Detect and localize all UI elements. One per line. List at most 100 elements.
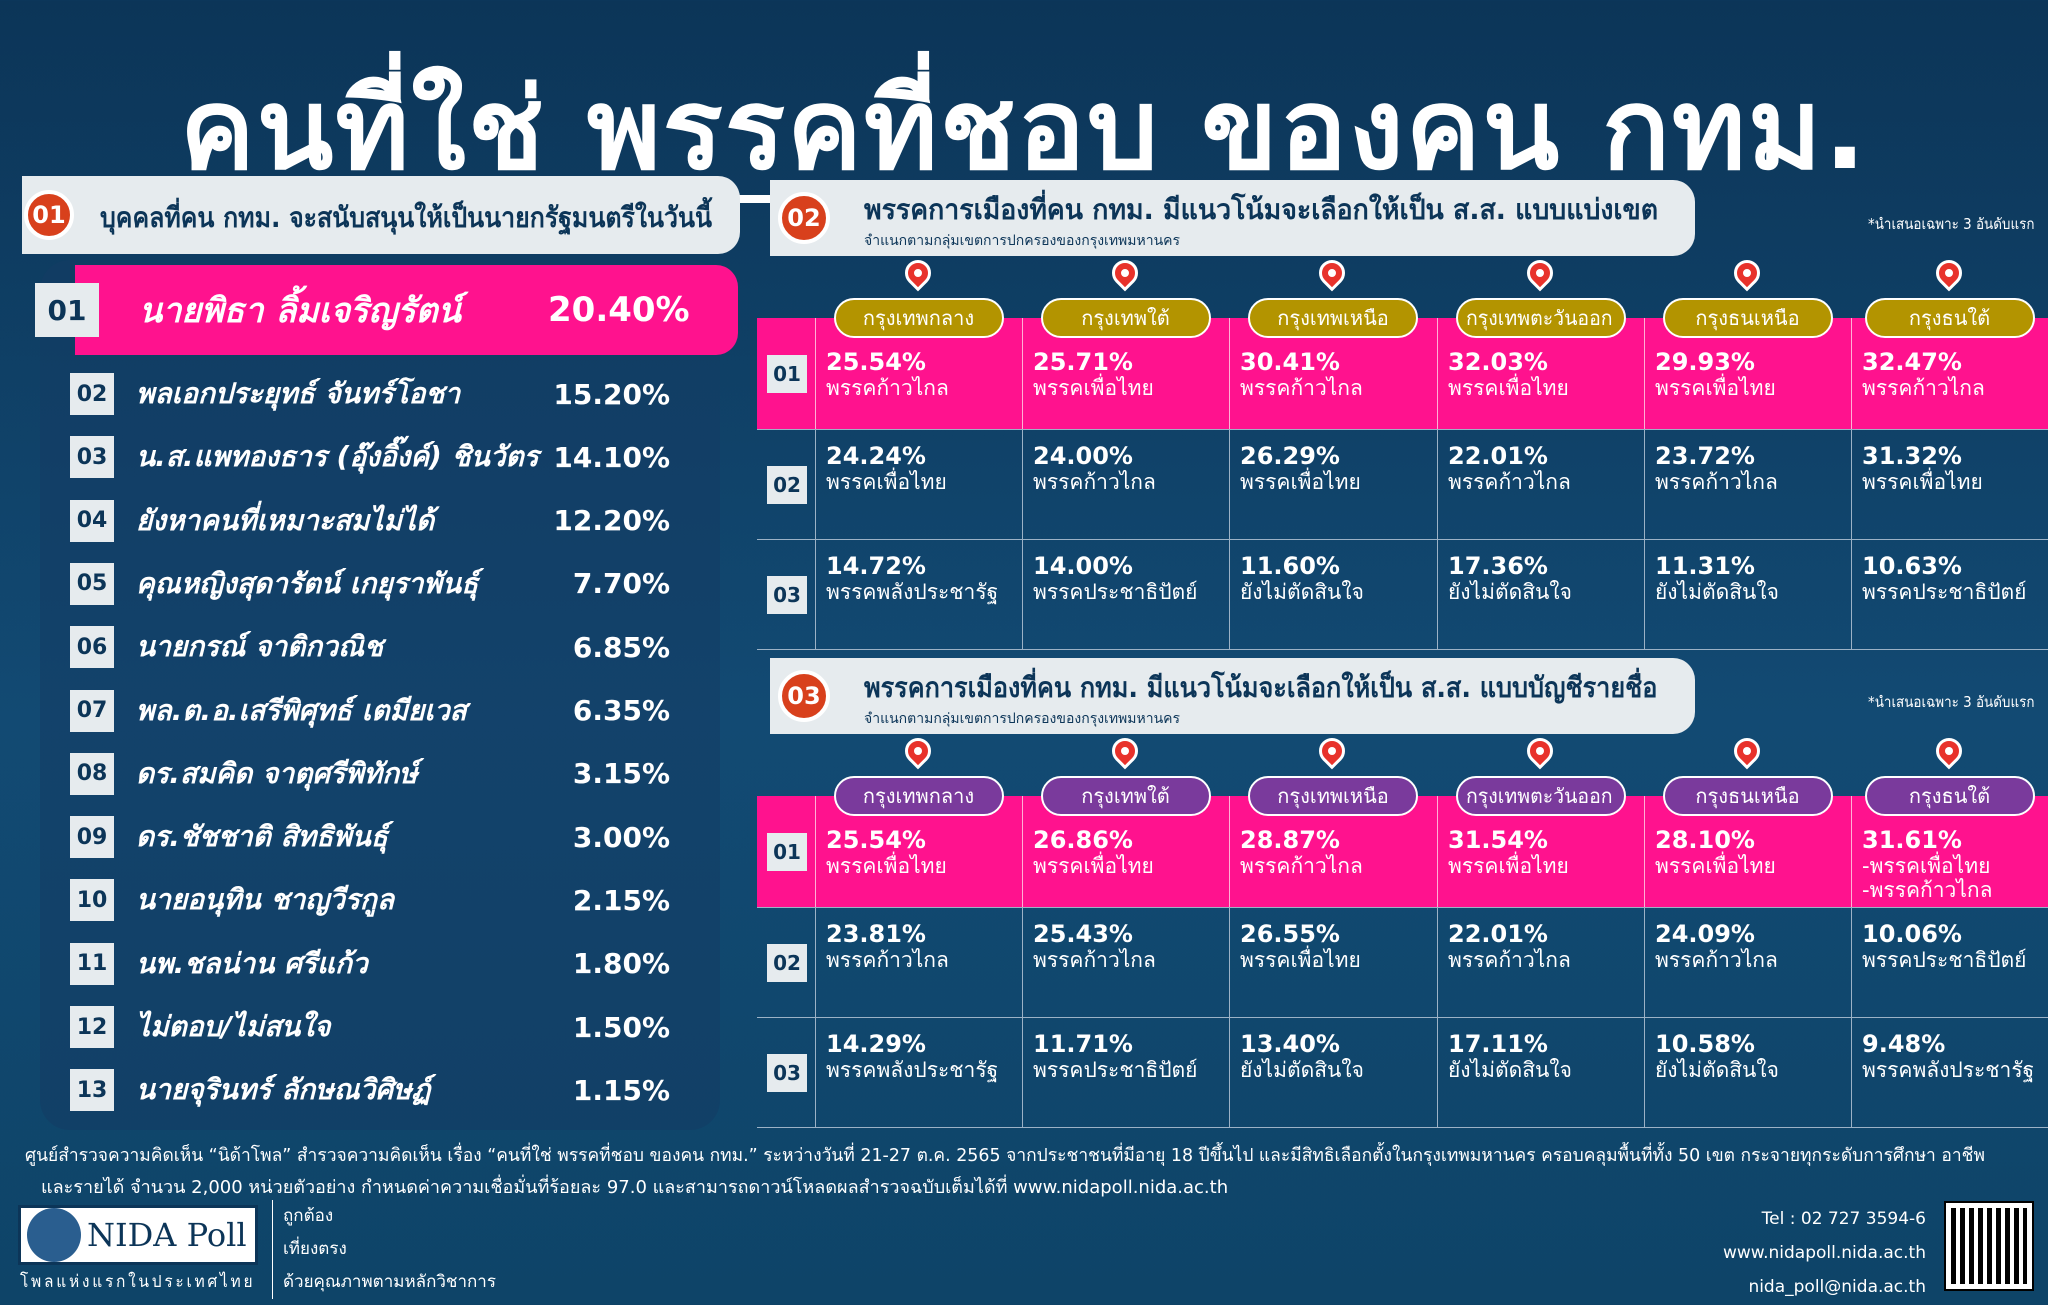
- location-pin-icon: [1930, 254, 1967, 292]
- candidate-pct: 1.15%: [572, 1073, 670, 1107]
- cell-party: พรรคเพื่อไทย: [1655, 376, 1776, 400]
- section3-badge: 03: [778, 670, 830, 722]
- pm-rank-row: 11 นพ.ชลน่าน ศรีแก้ว 1.80%: [70, 937, 670, 991]
- table-cell: 31.61% -พรรคเพื่อไทย -พรรคก้าวไกล: [1851, 796, 2048, 907]
- district-label-text: กรุงเทพตะวันออก: [1465, 784, 1613, 808]
- row-rank: 01: [767, 355, 807, 393]
- section1-header: 01 บุคคลที่คน กทม. จะสนับสนุนให้เป็นนายก…: [22, 176, 740, 254]
- table-cell: 32.47% พรรคก้าวไกล: [1851, 318, 2048, 429]
- cell-party: ยังไม่ตัดสินใจ: [1240, 1058, 1364, 1082]
- district-label-text: กรุงเทพใต้: [1081, 306, 1170, 330]
- table-cell: 10.06% พรรคประชาธิปัตย์: [1851, 908, 2048, 1017]
- table-row: 03 14.72% พรรคพลังประชารัฐ 14.00% พรรคปร…: [757, 540, 2048, 650]
- section1-badge: 01: [24, 190, 74, 240]
- cell-percent: 22.01%: [1448, 920, 1548, 948]
- cell-percent: 17.36%: [1448, 552, 1548, 580]
- location-pin-icon: [899, 254, 936, 292]
- district-label: กรุงเทพใต้: [1040, 776, 1211, 816]
- cell-percent: 10.06%: [1862, 920, 1962, 948]
- cell-percent: 10.63%: [1862, 552, 1962, 580]
- candidate-pct: 20.40%: [548, 290, 690, 330]
- row-rank: 03: [767, 576, 807, 614]
- slogans: ถูกต้อง เที่ยงตรง ด้วยคุณภาพตามหลักวิชาก…: [272, 1200, 496, 1299]
- cell-party: ยังไม่ตัดสินใจ: [1448, 580, 1572, 604]
- cell-percent: 26.86%: [1033, 826, 1133, 854]
- cell-party: พรรคเพื่อไทย: [826, 470, 947, 494]
- candidate-name: ดร.สมคิด จาตุศรีพิทักษ์: [136, 756, 418, 790]
- cell-percent: 24.09%: [1655, 920, 1755, 948]
- row-rank: 02: [767, 944, 807, 982]
- section3-header: 03 พรรคการเมืองที่คน กทม. มีแนวโน้มจะเลื…: [770, 658, 1695, 734]
- table-cell: 25.43% พรรคก้าวไกล: [1022, 908, 1229, 1017]
- table-cell: 13.40% ยังไม่ตัดสินใจ: [1229, 1018, 1437, 1127]
- candidate-name: ดร.ชัชชาติ สิทธิพันธุ์: [136, 820, 388, 854]
- cell-party: พรรคก้าวไกล: [1033, 948, 1156, 972]
- cell-percent: 25.71%: [1033, 348, 1133, 376]
- location-pin-icon: [1728, 254, 1765, 292]
- location-pin-icon: [899, 732, 936, 770]
- candidate-pct: 15.20%: [553, 377, 670, 411]
- email-link[interactable]: nida_poll@nida.ac.th: [1748, 1277, 1926, 1297]
- district-label: กรุงเทพกลาง: [833, 298, 1004, 338]
- cell-percent: 11.31%: [1655, 552, 1755, 580]
- cell-percent: 31.32%: [1862, 442, 1962, 470]
- table-cell: 11.60% ยังไม่ตัดสินใจ: [1229, 540, 1437, 649]
- cell-percent: 26.29%: [1240, 442, 1340, 470]
- candidate-pct: 12.20%: [553, 504, 670, 538]
- cell-percent: 32.03%: [1448, 348, 1548, 376]
- table-cell: 28.10% พรรคเพื่อไทย: [1644, 796, 1851, 907]
- rank-number: 13: [70, 1069, 114, 1112]
- website-link[interactable]: www.nidapoll.nida.ac.th: [1722, 1243, 1926, 1263]
- section2-badge: 02: [778, 192, 830, 244]
- cell-percent: 28.10%: [1655, 826, 1755, 854]
- candidate-pct: 3.00%: [572, 820, 670, 854]
- district-label: กรุงธนเหนือ: [1662, 776, 1833, 816]
- district-label: กรุงเทพเหนือ: [1248, 776, 1418, 816]
- table-cell: 29.93% พรรคเพื่อไทย: [1644, 318, 1851, 429]
- table-cell: 23.81% พรรคก้าวไกล: [815, 908, 1022, 1017]
- table-row: 02 24.24% พรรคเพื่อไทย 24.00% พรรคก้าวไก…: [757, 430, 2048, 540]
- cell-party: พรรคเพื่อไทย: [1033, 854, 1154, 878]
- table-cell: 22.01% พรรคก้าวไกล: [1437, 908, 1644, 1017]
- table-cell: 31.32% พรรคเพื่อไทย: [1851, 430, 2048, 539]
- cell-percent: 31.61%: [1862, 826, 1962, 854]
- pm-rank-row: 07 พล.ต.อ.เสรีพิศุทธ์ เตมียเวส 6.35%: [70, 684, 670, 738]
- location-pin-icon: [1521, 732, 1558, 770]
- location-pin-icon: [1106, 254, 1143, 292]
- rank-number: 02: [70, 373, 114, 415]
- pm-rank-row: 05 คุณหญิงสุดารัตน์ เกยุราพันธุ์ 7.70%: [70, 557, 670, 611]
- table-cell: 17.11% ยังไม่ตัดสินใจ: [1437, 1018, 1644, 1127]
- cell-party: พรรคประชาธิปัตย์: [1033, 580, 1198, 604]
- candidate-pct: 3.15%: [572, 757, 670, 791]
- section3-title: พรรคการเมืองที่คน กทม. มีแนวโน้มจะเลือกใ…: [864, 671, 1658, 704]
- table-cell: 11.71% พรรคประชาธิปัตย์: [1022, 1018, 1229, 1127]
- location-pin-icon: [1521, 254, 1558, 292]
- cell-percent: 29.93%: [1655, 348, 1755, 376]
- district-label-text: กรุงธนเหนือ: [1695, 784, 1800, 808]
- district-label: กรุงธนเหนือ: [1662, 298, 1833, 338]
- cell-party: พรรคเพื่อไทย: [1655, 854, 1776, 878]
- table-cell: 25.54% พรรคเพื่อไทย: [815, 796, 1022, 907]
- candidate-name: ยังหาคนที่เหมาะสมไม่ได้: [136, 503, 435, 537]
- district-label-text: กรุงเทพเหนือ: [1277, 784, 1389, 808]
- candidate-name: นายอนุทิน ชาญวีรกูล: [136, 883, 395, 917]
- cell-percent: 25.43%: [1033, 920, 1133, 948]
- cell-party: พรรคเพื่อไทย: [826, 854, 947, 878]
- candidate-name: พล.ต.อ.เสรีพิศุทธ์ เตมียเวส: [136, 693, 467, 727]
- pm-rank-row: 10 นายอนุทิน ชาญวีรกูล 2.15%: [70, 873, 670, 927]
- location-pin-icon: [1930, 732, 1967, 770]
- table-cell: 26.86% พรรคเพื่อไทย: [1022, 796, 1229, 907]
- cell-percent: 11.60%: [1240, 552, 1340, 580]
- cell-party: พรรคเพื่อไทย: [1240, 470, 1361, 494]
- table-cell: 22.01% พรรคก้าวไกล: [1437, 430, 1644, 539]
- candidate-name: นายกรณ์ จาติกวณิช: [136, 630, 383, 664]
- cell-party: พรรคประชาธิปัตย์: [1862, 580, 2027, 604]
- candidate-pct: 1.80%: [572, 947, 670, 981]
- district-label-text: กรุงเทพใต้: [1081, 784, 1170, 808]
- table-cell: 26.55% พรรคเพื่อไทย: [1229, 908, 1437, 1017]
- table-cell: 14.00% พรรคประชาธิปัตย์: [1022, 540, 1229, 649]
- section2-note: *นำเสนอเฉพาะ 3 อันดับแรก: [1868, 215, 2035, 233]
- cell-percent: 13.40%: [1240, 1030, 1340, 1058]
- pm-rank-1: 01 นายพิธา ลิ้มเจริญรัตน์ 20.40%: [35, 265, 738, 355]
- cell-party: พรรคประชาธิปัตย์: [1033, 1058, 1198, 1082]
